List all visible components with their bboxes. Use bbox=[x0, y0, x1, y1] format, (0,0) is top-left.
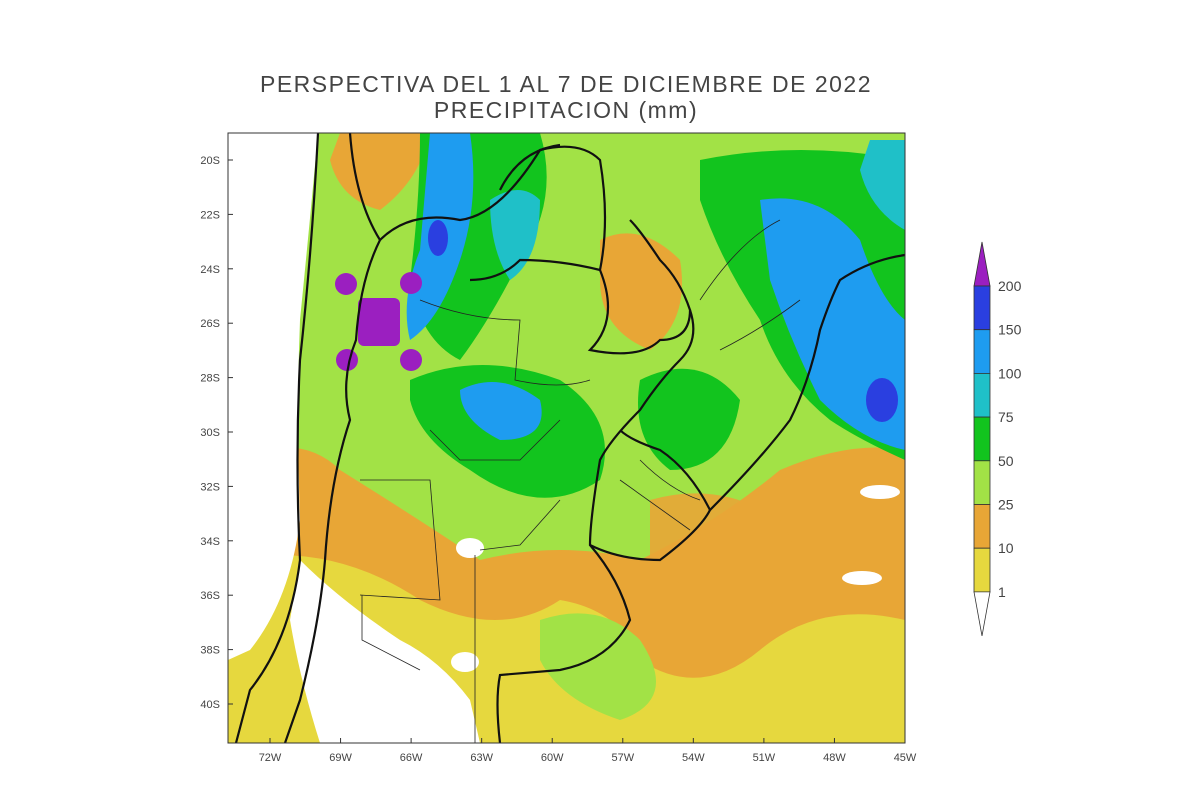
legend-label: 75 bbox=[998, 409, 1014, 425]
precip-field bbox=[228, 133, 905, 743]
legend-swatch bbox=[973, 285, 991, 331]
legend-swatch bbox=[973, 547, 991, 593]
legend-label: 1 bbox=[998, 584, 1006, 600]
legend-bottom-triangle bbox=[973, 591, 991, 636]
map-subtitle: PRECIPITACION (mm) bbox=[434, 97, 698, 123]
legend-swatch bbox=[973, 416, 991, 462]
legend-swatch bbox=[973, 329, 991, 374]
legend-swatch bbox=[973, 460, 991, 505]
legend-label: 200 bbox=[998, 278, 1022, 294]
lat-label: 24S bbox=[200, 264, 220, 276]
lon-label: 45W bbox=[894, 752, 917, 764]
lon-label: 48W bbox=[823, 752, 846, 764]
legend-swatch bbox=[973, 504, 991, 549]
lon-label: 51W bbox=[753, 752, 776, 764]
lon-label: 63W bbox=[470, 752, 493, 764]
lat-label: 20S bbox=[200, 155, 220, 167]
lat-label: 38S bbox=[200, 645, 220, 657]
legend-label: 25 bbox=[998, 497, 1014, 513]
lon-label: 66W bbox=[400, 752, 423, 764]
lat-label: 22S bbox=[200, 209, 220, 221]
lon-label: 72W bbox=[259, 752, 282, 764]
lat-label: 32S bbox=[200, 481, 220, 493]
lon-label: 69W bbox=[329, 752, 352, 764]
map-frame bbox=[227, 132, 906, 744]
legend-label: 10 bbox=[998, 540, 1014, 556]
lon-label: 57W bbox=[611, 752, 634, 764]
legend-top-triangle bbox=[973, 241, 991, 287]
map-title: PERSPECTIVA DEL 1 AL 7 DE DICIEMBRE DE 2… bbox=[260, 71, 872, 97]
legend-label: 150 bbox=[998, 322, 1022, 338]
lat-label: 34S bbox=[200, 536, 220, 548]
lat-label: 28S bbox=[200, 373, 220, 385]
lat-label: 40S bbox=[200, 699, 220, 711]
legend-label: 100 bbox=[998, 365, 1022, 381]
lon-label: 60W bbox=[541, 752, 564, 764]
lat-label: 36S bbox=[200, 590, 220, 602]
lat-label: 30S bbox=[200, 427, 220, 439]
lat-label: 26S bbox=[200, 318, 220, 330]
lon-label: 54W bbox=[682, 752, 705, 764]
legend-swatch bbox=[973, 372, 991, 418]
legend-label: 50 bbox=[998, 453, 1014, 469]
